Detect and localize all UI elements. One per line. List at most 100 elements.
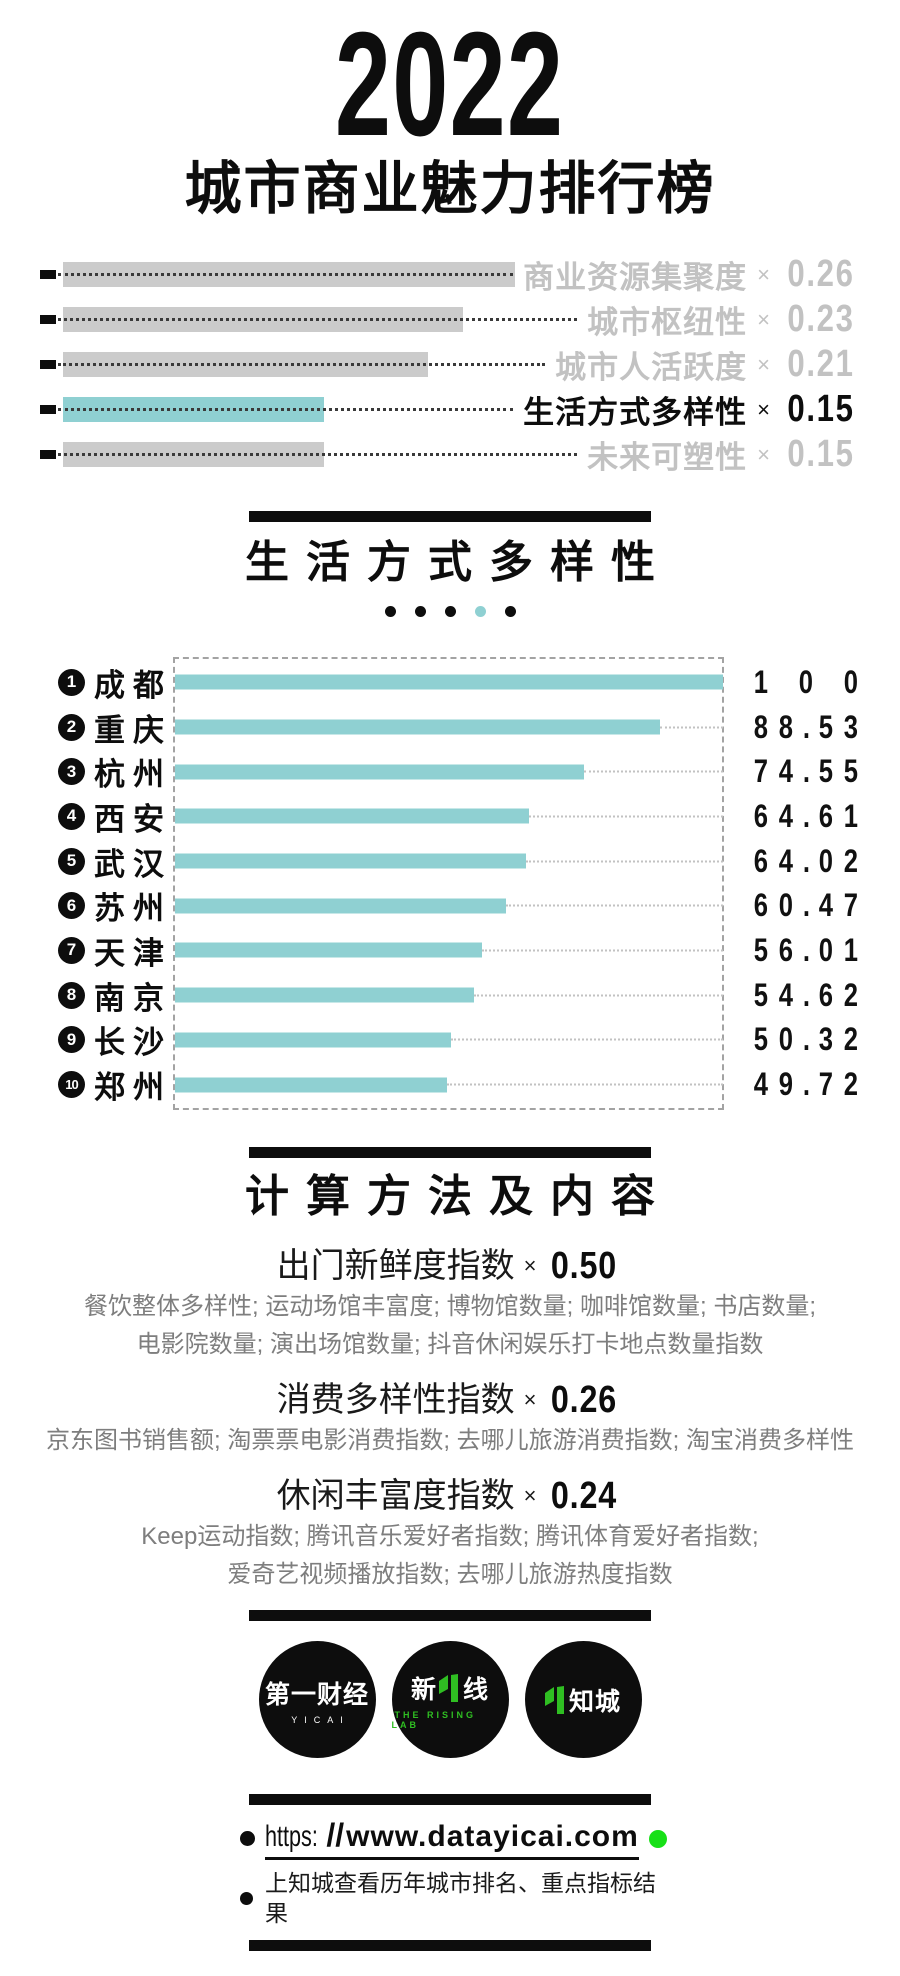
- bar-track: [175, 764, 723, 780]
- leader-dotted-line: [506, 904, 723, 907]
- pager-dot: [474, 606, 486, 617]
- multiply-sign: ×: [757, 396, 771, 422]
- value-char: 2: [843, 976, 859, 1013]
- website-row: https: // www.datayicai.com: [240, 1817, 667, 1860]
- multiply-sign: ×: [523, 1253, 537, 1278]
- city-bar: [175, 1077, 447, 1093]
- weight-label: 生活方式多样性 × 0.15: [523, 387, 862, 432]
- value-char: 6: [778, 931, 793, 968]
- city-row: 9 长沙 5 0. 3 2: [0, 1018, 900, 1063]
- value-char: 9: [778, 1066, 793, 1103]
- pager-dot: [504, 606, 516, 617]
- rank-badge: 7: [58, 936, 85, 964]
- city-bar: [175, 719, 660, 735]
- website-link[interactable]: https: // www.datayicai.com: [265, 1817, 639, 1860]
- city-bar: [175, 942, 482, 958]
- value-char: 4: [778, 753, 793, 790]
- rising-lab-text-right: 线: [463, 1675, 490, 1704]
- method-group-title: 出门新鲜度指数 × 0.50: [0, 1244, 900, 1288]
- weight-label-text: 城市枢纽性: [587, 305, 748, 340]
- city-name: 重庆: [94, 712, 172, 748]
- value-char: 7: [843, 887, 859, 924]
- value-char: .: [802, 1066, 810, 1103]
- weight-label: 城市枢纽性 × 0.23: [587, 297, 862, 342]
- value-char: 4: [778, 976, 793, 1013]
- value-char: 7: [819, 1066, 834, 1103]
- weight-label-text: 城市人活跃度: [555, 350, 748, 385]
- leader-dotted-line: [58, 273, 514, 276]
- pager-dots: [0, 606, 900, 617]
- leader-dotted-line: [526, 860, 723, 863]
- yicai-logo-text: 第一财经: [264, 1680, 369, 1709]
- value-char: 2: [843, 1021, 859, 1058]
- city-name: 南京: [94, 980, 172, 1016]
- bullet-icon: [240, 1831, 255, 1846]
- city-row: 8 南京 5 4. 6 2: [0, 973, 900, 1018]
- method-detail-line: 电影院数量; 演出场馆数量; 抖音休闲娱乐打卡地点数量指数: [136, 1331, 764, 1358]
- value-char: 1: [843, 931, 859, 968]
- url-slashes: //: [326, 1817, 345, 1853]
- value-char: 5: [753, 931, 769, 968]
- multiply-sign: ×: [757, 351, 771, 377]
- multiply-sign: ×: [757, 441, 771, 467]
- value-char: 0: [798, 663, 814, 700]
- value-char: 6: [819, 976, 834, 1013]
- bar-track: [175, 898, 723, 914]
- weight-row: 商业资源集聚度 × 0.26: [0, 252, 900, 297]
- value-char: 8: [778, 708, 793, 745]
- weight-row-marker-icon: [40, 360, 56, 369]
- value-char: 4: [753, 1066, 769, 1103]
- footer-bottom-bar: [249, 1940, 651, 1951]
- rank-badge: 6: [58, 892, 85, 920]
- leader-dotted-line: [451, 1038, 723, 1041]
- value-char: 4: [819, 887, 834, 924]
- city-row: 3 杭州 7 4. 5 5: [0, 749, 900, 794]
- city-bar: [175, 987, 474, 1003]
- value-char: .: [802, 1021, 810, 1058]
- city-row: 4 西安 6 4. 6 1: [0, 794, 900, 839]
- method-detail-line: Keep运动指数; 腾讯音乐爱好者指数; 腾讯体育爱好者指数;: [141, 1523, 759, 1550]
- chart-dashed-frame: [173, 657, 724, 1110]
- weight-row-marker-icon: [40, 450, 56, 459]
- year-title: 2022: [335, 2, 565, 167]
- footer-note: 上知城查看历年城市排名、重点指标结果: [265, 1870, 656, 1926]
- leader-dotted-line: [58, 453, 578, 456]
- weight-label-text: 未来可塑性: [587, 440, 748, 475]
- rank-badge: 2: [58, 713, 85, 741]
- method-weight-value: 0.24: [551, 1475, 618, 1517]
- rank-badge: 3: [58, 758, 85, 786]
- bar-track: [175, 853, 723, 869]
- bar-track: [175, 1077, 723, 1093]
- value-char: 0: [819, 931, 834, 968]
- url-domain: www.datayicai.com: [346, 1820, 639, 1853]
- multiply-sign: ×: [523, 1483, 537, 1508]
- zhicheng-logo: 知城: [524, 1641, 642, 1758]
- weight-value: 0.21: [787, 343, 855, 385]
- weight-row-marker-icon: [40, 315, 56, 324]
- city-row: 2 重庆 8 8. 5 3: [0, 705, 900, 750]
- leader-dotted-line: [584, 770, 723, 773]
- value-char: 5: [753, 976, 769, 1013]
- city-chart-rows: 1 成都 1 0 0 2 重庆 8 8. 5 3 3 杭州 7 4. 5 5 4 西安 6 4. 6 1 5 武汉 6 4. 0 2 6 苏…: [0, 660, 900, 1107]
- leader-dotted-line: [447, 1083, 723, 1086]
- title-block: 2022 城市商业魅力排行榜: [0, 0, 900, 222]
- weight-row: 生活方式多样性 × 0.15: [0, 387, 900, 432]
- pager-dot: [414, 606, 426, 617]
- weight-row-marker-icon: [40, 405, 56, 414]
- city-name: 郑州: [94, 1070, 172, 1106]
- value-char: 4: [778, 797, 793, 834]
- method-label: 出门新鲜度指数: [276, 1247, 515, 1285]
- weight-value: 0.15: [787, 388, 855, 430]
- value-char: 8: [753, 708, 769, 745]
- rank-badge: 9: [58, 1026, 85, 1054]
- value-char: 6: [753, 842, 769, 879]
- city-name: 武汉: [94, 846, 172, 882]
- value-char: 1: [843, 797, 859, 834]
- method-detail-line: 餐饮整体多样性; 运动场馆丰富度; 博物馆数量; 咖啡馆数量; 书店数量;: [83, 1293, 816, 1320]
- value-char: 5: [843, 753, 859, 790]
